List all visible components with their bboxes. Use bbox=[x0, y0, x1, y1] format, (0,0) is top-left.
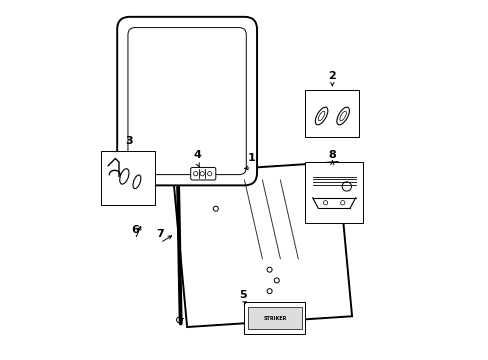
Polygon shape bbox=[172, 162, 351, 327]
Ellipse shape bbox=[120, 169, 129, 184]
Text: 1: 1 bbox=[247, 153, 255, 163]
Bar bbox=[244, 302, 305, 334]
Ellipse shape bbox=[315, 107, 327, 125]
Text: 4: 4 bbox=[194, 150, 202, 160]
Bar bbox=[247, 307, 301, 329]
FancyBboxPatch shape bbox=[190, 167, 215, 180]
Bar bbox=[305, 162, 362, 223]
Ellipse shape bbox=[336, 107, 349, 125]
Text: 6: 6 bbox=[131, 225, 139, 235]
Text: 5: 5 bbox=[239, 290, 246, 300]
Text: 2: 2 bbox=[328, 71, 336, 81]
Bar bbox=[101, 151, 155, 205]
Ellipse shape bbox=[339, 111, 346, 121]
Ellipse shape bbox=[318, 111, 324, 121]
Text: 8: 8 bbox=[328, 150, 336, 160]
Text: 3: 3 bbox=[125, 136, 133, 145]
FancyBboxPatch shape bbox=[128, 28, 246, 175]
Bar bbox=[305, 90, 359, 137]
Ellipse shape bbox=[133, 175, 141, 189]
FancyBboxPatch shape bbox=[117, 17, 257, 185]
Text: STRIKER: STRIKER bbox=[263, 316, 286, 320]
Text: 7: 7 bbox=[156, 229, 164, 239]
